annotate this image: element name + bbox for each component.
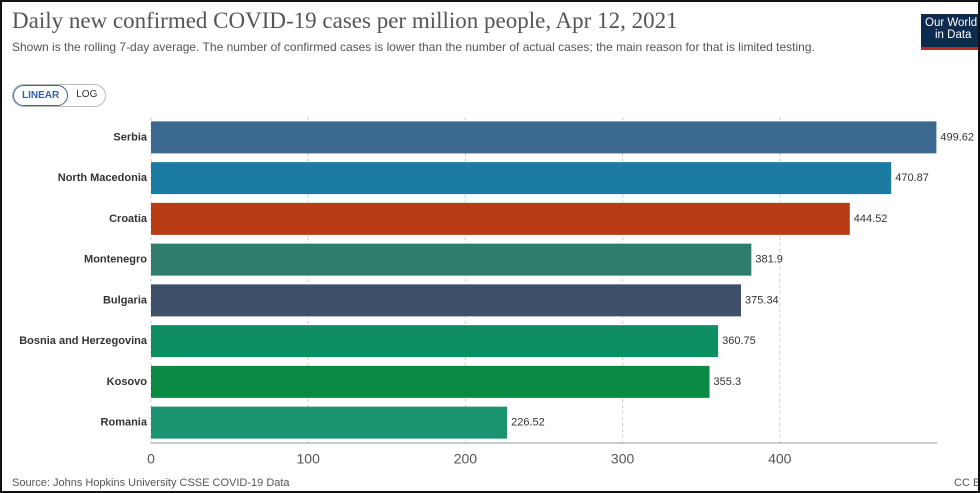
logo-text: Our World: [925, 17, 978, 29]
source: Source: Johns Hopkins University CSSE CO…: [12, 477, 290, 489]
value-label: 499.62: [940, 131, 974, 143]
value-label: 470.87: [895, 172, 929, 184]
value-label: 360.75: [722, 335, 756, 347]
bar: [151, 121, 937, 154]
y-tick-label: Romania: [101, 417, 148, 429]
x-tick-label: 100: [297, 451, 321, 467]
y-tick-label: North Macedonia: [58, 172, 148, 184]
value-label: 444.52: [854, 213, 888, 225]
x-tick-label: 200: [454, 451, 478, 467]
y-tick-label: Montenegro: [84, 254, 147, 266]
bar: [151, 365, 710, 398]
chart-title: Daily new confirmed COVID-19 cases per m…: [12, 8, 678, 33]
bar: [151, 202, 850, 235]
value-label: 375.34: [745, 294, 779, 306]
y-tick-label: Bulgaria: [103, 294, 148, 306]
bar: [151, 406, 508, 439]
value-label: 226.52: [511, 417, 545, 429]
value-label: 381.9: [755, 254, 783, 266]
linear-button[interactable]: LINEAR: [13, 85, 69, 106]
x-tick-label: 400: [768, 451, 792, 467]
license[interactable]: CC BY: [954, 477, 980, 489]
scale-toggle: LINEAR LOG: [12, 84, 107, 107]
y-tick-label: Kosovo: [107, 376, 148, 388]
bar: [151, 162, 892, 195]
y-tick-label: Bosnia and Herzegovina: [19, 335, 148, 347]
bar: [151, 284, 742, 317]
value-label: 355.3: [714, 376, 742, 388]
x-tick-label: 0: [147, 451, 155, 467]
x-tick-label: 300: [611, 451, 635, 467]
y-tick-label: Serbia: [113, 131, 148, 143]
logo-text: in Data: [935, 29, 972, 41]
bar: [151, 325, 719, 358]
bar: [151, 243, 752, 276]
log-button[interactable]: LOG: [76, 89, 98, 100]
logo[interactable]: Our World in Data: [921, 14, 978, 50]
chart-subtitle: Shown is the rolling 7-day average. The …: [12, 40, 815, 54]
y-tick-label: Croatia: [109, 213, 148, 225]
